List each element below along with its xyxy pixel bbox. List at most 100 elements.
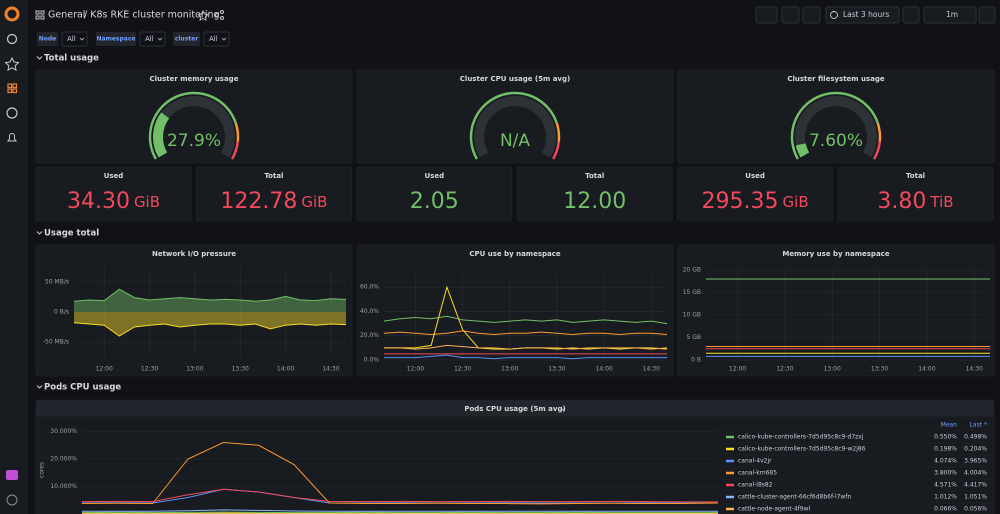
variable-value[interactable]: All bbox=[145, 35, 154, 43]
series-line bbox=[81, 511, 718, 514]
legend-value: 0.204% bbox=[964, 446, 987, 453]
panel-title: Used bbox=[424, 172, 444, 180]
x-tick-label: 14:30 bbox=[643, 366, 660, 373]
stat-value: 34.30 GiB bbox=[67, 189, 160, 214]
share-button[interactable] bbox=[215, 10, 224, 20]
variable-value[interactable]: All bbox=[209, 35, 218, 43]
legend-value: 3.965% bbox=[964, 458, 987, 465]
y-tick-label: 5 GB bbox=[687, 334, 702, 341]
refresh-picker[interactable] bbox=[923, 6, 977, 24]
x-tick-label: 14:00 bbox=[918, 366, 935, 373]
gauge-threshold bbox=[876, 123, 882, 142]
star-button[interactable] bbox=[197, 9, 209, 21]
series-area bbox=[74, 289, 346, 312]
legend-value: 1.051% bbox=[964, 494, 987, 501]
zoom-out-button[interactable] bbox=[902, 6, 920, 24]
starred-icon[interactable] bbox=[4, 56, 20, 71]
legend-value: 4.004% bbox=[964, 470, 987, 477]
panel-title: Network I/O pressure bbox=[152, 250, 236, 258]
legend-label[interactable]: canal-l8s82 bbox=[738, 482, 773, 489]
search-icon[interactable] bbox=[6, 33, 18, 45]
time-range[interactable]: Last 3 hours bbox=[843, 10, 889, 19]
row-title[interactable]: Pods CPU usage bbox=[44, 383, 121, 393]
stat-value: 295.35 GiB bbox=[702, 189, 809, 214]
series-line bbox=[383, 330, 668, 336]
row-chevron bbox=[36, 385, 43, 389]
row-chevron bbox=[36, 56, 43, 60]
legend-value: 3.800% bbox=[934, 470, 957, 477]
sidebar bbox=[0, 0, 27, 514]
explore-icon[interactable] bbox=[6, 107, 18, 119]
x-tick-label: 14:30 bbox=[322, 366, 339, 373]
y-tick-label: 0 B bbox=[691, 357, 701, 364]
x-tick-label: 14:30 bbox=[966, 366, 983, 373]
legend-label[interactable]: canal-4v2jr bbox=[738, 458, 772, 465]
variable-label: Node bbox=[39, 36, 57, 43]
variable-select[interactable] bbox=[61, 31, 88, 47]
row-title[interactable]: Total usage bbox=[44, 54, 99, 64]
panel-title: CPU use by namespace bbox=[469, 250, 561, 258]
tv-mode-button[interactable] bbox=[978, 6, 996, 24]
dashboard-title[interactable]: / K8s RKE cluster monitoring bbox=[84, 10, 220, 21]
y-tick-label: 20 GB bbox=[683, 267, 701, 274]
x-tick-label: 14:00 bbox=[595, 366, 612, 373]
stat-value: 122.78 GiB bbox=[220, 189, 327, 214]
series-line bbox=[81, 488, 718, 503]
refresh-interval[interactable]: 1m bbox=[946, 10, 958, 19]
y-tick-label: 20.000% bbox=[50, 456, 77, 463]
logo[interactable] bbox=[4, 6, 20, 22]
stat-number: 3.80 bbox=[877, 189, 926, 214]
legend-column-header[interactable]: Mean bbox=[941, 422, 958, 429]
panel bbox=[677, 166, 833, 222]
legend-label[interactable]: calico-kube-controllers-7d5d95c8c9-d7zxj bbox=[738, 434, 864, 441]
y-tick-label: 10.000% bbox=[50, 483, 77, 490]
x-tick-label: 12:30 bbox=[454, 366, 471, 373]
gauge-threshold bbox=[555, 123, 561, 142]
gauge-track bbox=[474, 96, 556, 158]
stat-value: 3.80 TiB bbox=[877, 189, 953, 214]
x-tick-label: 13:00 bbox=[501, 366, 518, 373]
y-tick-label: 60.0% bbox=[360, 284, 379, 291]
alerting-icon[interactable] bbox=[7, 133, 17, 142]
row-title[interactable]: Usage total bbox=[44, 229, 99, 239]
variable-label: cluster bbox=[175, 36, 198, 43]
x-tick-label: 13:00 bbox=[186, 366, 203, 373]
settings-button[interactable] bbox=[802, 6, 821, 24]
panel bbox=[35, 69, 353, 164]
panel-title[interactable]: Pods CPU usage (5m avg) bbox=[464, 405, 565, 413]
add-panel-button[interactable] bbox=[755, 6, 778, 24]
legend-column-header[interactable]: Last * bbox=[970, 422, 987, 429]
panel-title: Memory use by namespace bbox=[782, 250, 889, 258]
variable-value[interactable]: All bbox=[67, 35, 76, 43]
panel bbox=[677, 244, 995, 377]
legend-label[interactable]: cattle-node-agent-4f9wl bbox=[738, 506, 810, 513]
legend-label[interactable]: calico-kube-controllers-7d5d95c8c9-w2j86 bbox=[738, 446, 866, 453]
gauge-value bbox=[153, 112, 170, 158]
user-avatar[interactable] bbox=[6, 470, 18, 480]
panel bbox=[35, 166, 192, 222]
time-picker[interactable] bbox=[825, 6, 900, 24]
save-button[interactable] bbox=[781, 6, 800, 24]
x-tick-label: 13:00 bbox=[824, 366, 841, 373]
variable-select[interactable] bbox=[203, 31, 230, 47]
variable-select[interactable] bbox=[139, 31, 166, 47]
grid-icon bbox=[35, 10, 45, 20]
legend-label[interactable]: canal-km685 bbox=[738, 470, 777, 477]
variable-label-box bbox=[173, 32, 200, 46]
legend-label[interactable]: cattle-cluster-agent-66cf6d8b6f-l7wfn bbox=[738, 494, 851, 501]
series-line bbox=[73, 288, 347, 302]
folder-name[interactable]: General bbox=[48, 10, 85, 21]
stat-unit: GiB bbox=[134, 193, 160, 211]
dashboards-icon[interactable] bbox=[7, 83, 18, 94]
series-line bbox=[383, 315, 668, 325]
title-caret bbox=[560, 407, 566, 411]
dropdown-caret bbox=[79, 37, 85, 41]
help-icon[interactable] bbox=[6, 494, 18, 506]
panel-title: Total bbox=[585, 172, 604, 180]
panel bbox=[195, 166, 352, 222]
panel-title: Cluster memory usage bbox=[150, 75, 239, 83]
legend-value: 4.571% bbox=[934, 482, 957, 489]
x-tick-label: 12:00 bbox=[729, 366, 746, 373]
gauge-label: N/A bbox=[500, 131, 530, 151]
